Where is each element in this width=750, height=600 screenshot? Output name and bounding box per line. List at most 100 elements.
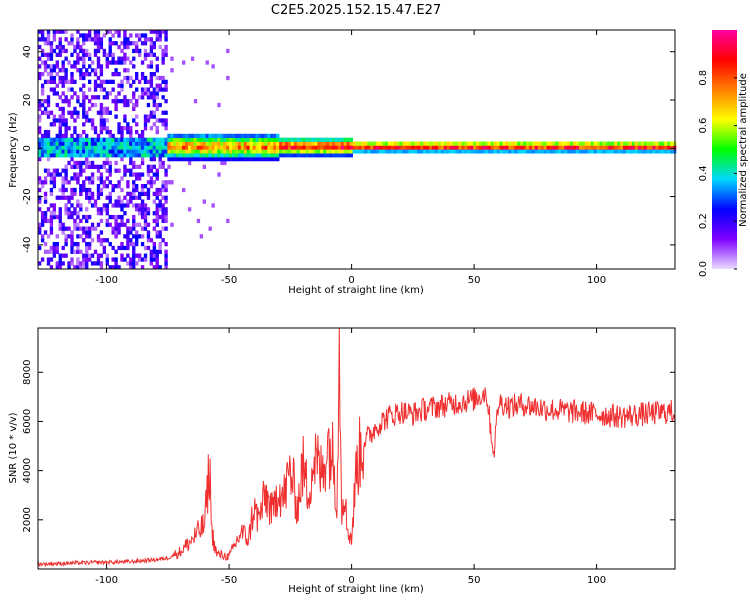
spectrogram-cell [64,137,68,142]
spectrogram-cell [111,33,115,38]
spectrogram-cell [349,137,353,142]
spectrogram-cell [132,137,136,142]
spectrogram-cell [267,145,271,150]
spectrogram-cell [523,149,527,154]
spectrogram-cell [608,149,612,154]
spectrogram-cell [132,172,136,177]
spectrogram-cell [514,145,518,150]
spectrogram-cell [617,141,621,146]
spectrogram-cell [114,99,118,104]
spectrogram-cell [108,241,112,247]
spectrogram-cell [111,257,115,262]
spectrogram-x-tick-label: -100 [95,275,118,286]
spectrogram-cell [73,176,77,181]
spectrogram-cell [208,145,212,150]
spectrogram-cell [58,141,62,146]
spectrogram-cell [340,137,345,142]
spectrogram-cell [129,126,133,131]
spectrogram-cell [185,133,189,139]
spectrogram-cell [396,141,401,146]
spectrogram-cell [58,253,62,258]
spectrogram-cell [664,145,668,150]
spectrogram-cell [82,257,86,262]
spectrogram-cell [161,160,165,166]
spectrogram-cell [70,214,74,220]
spectrogram-cell [267,137,271,142]
spectrogram-cell [82,153,86,158]
spectrogram-cell [370,149,374,154]
spectrogram-cell [114,199,118,204]
spectrogram-cell [140,60,145,65]
spectrogram-cell [49,68,54,73]
spectrogram-cell [64,37,68,42]
spectrogram-cell [38,72,42,77]
spectrogram-cell [155,118,159,123]
colorbar-tick-label: 0.4 [698,165,709,181]
spectrogram-cell [46,102,51,108]
spectrogram-cell [534,145,539,150]
spectrogram-cell [96,222,101,227]
spectrogram-cell [534,149,539,154]
spectrogram-cell [226,218,230,224]
spectrogram-cell [43,199,48,204]
spectrogram-cell [520,149,524,154]
spectrogram-cell [155,249,159,254]
spectrogram-cell [64,176,68,181]
spectrogram-cell [590,145,595,150]
spectrogram-cell [211,137,215,142]
spectrogram-cell [58,126,62,131]
spectrogram-cell [99,79,104,84]
spectrogram-cell [528,149,533,154]
spectrogram-cell [40,234,45,239]
spectrogram-cell [93,48,98,54]
spectrogram-cell [137,37,142,42]
spectrogram-cell [79,226,83,231]
spectrogram-cell [120,253,124,258]
spectrogram-cell [164,122,168,127]
spectrogram-cell [129,33,133,38]
spectrogram-cell [473,149,477,154]
spectrogram-cell [164,184,168,189]
spectrogram-cell [229,153,233,158]
spectrogram-cell [605,141,609,146]
spectrogram-cell [105,222,109,227]
spectrogram-cell [105,149,109,154]
spectrogram-cell [481,141,486,146]
spectrogram-cell [123,245,127,251]
spectrogram-cell [246,149,251,154]
spectrogram-cell [664,149,668,154]
spectrogram-cell [126,218,130,224]
spectrogram-cell [137,149,142,154]
spectrogram-cell [85,68,89,73]
spectrogram-cell [490,141,495,146]
spectrogram-cell [152,29,156,34]
spectrogram-cell [126,79,130,84]
spectrogram-cell [652,141,656,146]
spectrogram-cell [170,156,174,162]
spectrogram-cell [155,95,159,100]
spectrogram-cell [135,176,139,181]
spectrogram-cell [58,195,62,200]
spectrogram-cell [108,91,112,96]
spectrogram-cell [211,141,215,146]
spectrogram-cell [58,37,62,42]
spectrogram-cell [49,48,54,54]
spectrogram-cell [620,145,624,150]
spectrogram-cell [155,203,159,208]
spectrogram-cell [337,137,342,142]
spectrogram-cell [120,187,124,193]
spectrogram-cell [52,153,57,158]
spectrogram-cell [196,156,201,162]
spectrogram-cell [446,141,450,146]
spectrogram-cell [132,218,136,224]
spectrogram-cell [187,149,192,154]
spectrogram-cell [264,156,268,162]
spectrogram-cell [332,153,336,158]
spectrogram-cell [108,41,112,46]
spectrogram-cell [67,99,71,104]
spectrogram-cell [367,149,371,154]
spectrogram-y-tick-label: 40 [22,45,33,58]
spectrogram-cell [252,137,256,142]
spectrogram-cell [658,149,662,154]
spectrogram-cell [467,141,471,146]
